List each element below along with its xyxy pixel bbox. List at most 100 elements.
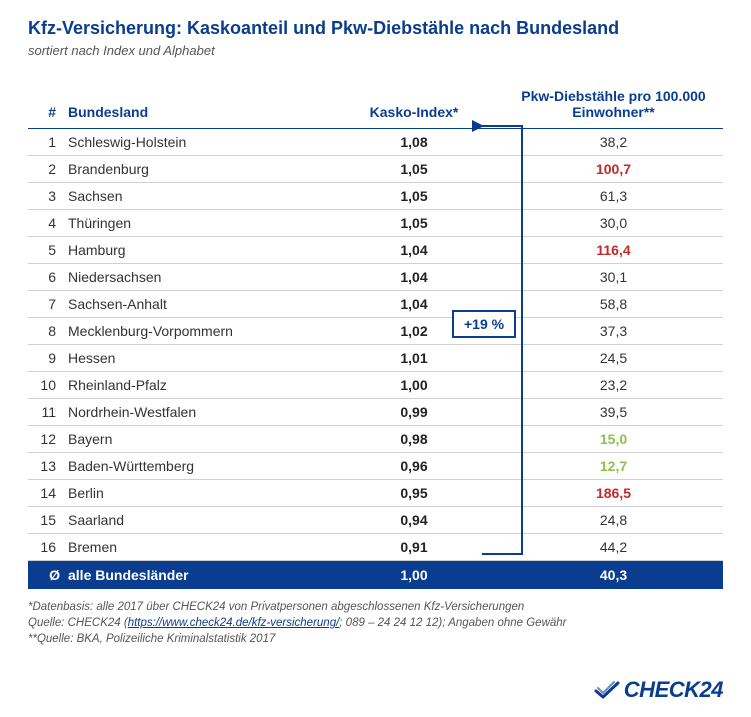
cell-theft: 12,7 — [504, 453, 723, 480]
cell-rank: 14 — [28, 480, 64, 507]
brand-logo-text: CHECK24 — [624, 677, 723, 703]
cell-state: Hessen — [64, 345, 324, 372]
cell-kasko: 1,05 — [324, 156, 504, 183]
cell-state: Sachsen — [64, 183, 324, 210]
cell-state: Nordrhein-Westfalen — [64, 399, 324, 426]
cell-rank: 16 — [28, 534, 64, 561]
cell-theft: 37,3 — [504, 318, 723, 345]
footnotes: *Datenbasis: alle 2017 über CHECK24 von … — [28, 599, 723, 647]
cell-kasko: 0,99 — [324, 399, 504, 426]
check-icon — [594, 680, 620, 700]
cell-state: Baden-Württemberg — [64, 453, 324, 480]
cell-theft: 58,8 — [504, 291, 723, 318]
table-row: 15Saarland0,9424,8 — [28, 507, 723, 534]
brand-logo: CHECK24 — [594, 677, 723, 703]
summary-row: Øalle Bundesländer1,0040,3 — [28, 561, 723, 590]
cell-rank: 5 — [28, 237, 64, 264]
table-row: 3Sachsen1,0561,3 — [28, 183, 723, 210]
cell-state: Mecklenburg-Vorpommern — [64, 318, 324, 345]
cell-theft: 186,5 — [504, 480, 723, 507]
cell-kasko: 1,00 — [324, 372, 504, 399]
cell-rank: 12 — [28, 426, 64, 453]
page-title: Kfz-Versicherung: Kaskoanteil und Pkw-Di… — [28, 18, 723, 39]
table-row: 4Thüringen1,0530,0 — [28, 210, 723, 237]
cell-state: Bremen — [64, 534, 324, 561]
table-row: 11Nordrhein-Westfalen0,9939,5 — [28, 399, 723, 426]
cell-rank: 9 — [28, 345, 64, 372]
footnote-line1: *Datenbasis: alle 2017 über CHECK24 von … — [28, 599, 723, 615]
cell-theft: 23,2 — [504, 372, 723, 399]
cell-state: Niedersachsen — [64, 264, 324, 291]
cell-theft: 24,8 — [504, 507, 723, 534]
table-row: 8Mecklenburg-Vorpommern1,0237,3 — [28, 318, 723, 345]
cell-state: Berlin — [64, 480, 324, 507]
table-row: 5Hamburg1,04116,4 — [28, 237, 723, 264]
table-row: 1Schleswig-Holstein1,0838,2 — [28, 129, 723, 156]
table-row: 7Sachsen-Anhalt1,0458,8 — [28, 291, 723, 318]
data-table: # Bundesland Kasko-Index* Pkw-Diebstähle… — [28, 82, 723, 589]
cell-theft: 39,5 — [504, 399, 723, 426]
cell-state: Rheinland-Pfalz — [64, 372, 324, 399]
cell-rank: 4 — [28, 210, 64, 237]
cell-rank: 10 — [28, 372, 64, 399]
table-row: 6Niedersachsen1,0430,1 — [28, 264, 723, 291]
cell-kasko: 0,98 — [324, 426, 504, 453]
cell-state: Saarland — [64, 507, 324, 534]
cell-kasko: 1,04 — [324, 237, 504, 264]
cell-theft: 44,2 — [504, 534, 723, 561]
cell-theft: 15,0 — [504, 426, 723, 453]
cell-kasko: 0,91 — [324, 534, 504, 561]
col-theft: Pkw-Diebstähle pro 100.000 Einwohner** — [504, 82, 723, 129]
cell-theft: 30,1 — [504, 264, 723, 291]
summary-rank: Ø — [28, 561, 64, 590]
cell-kasko: 1,05 — [324, 210, 504, 237]
footnote-line2-post: ; 089 – 24 24 12 12); Angaben ohne Gewäh… — [339, 617, 566, 629]
footnote-line3: **Quelle: BKA, Polizeiliche Kriminalstat… — [28, 631, 723, 647]
summary-theft: 40,3 — [504, 561, 723, 590]
summary-kasko: 1,00 — [324, 561, 504, 590]
cell-kasko: 1,01 — [324, 345, 504, 372]
cell-kasko: 1,08 — [324, 129, 504, 156]
cell-theft: 100,7 — [504, 156, 723, 183]
col-rank: # — [28, 82, 64, 129]
table-body: 1Schleswig-Holstein1,0838,22Brandenburg1… — [28, 129, 723, 590]
cell-theft: 61,3 — [504, 183, 723, 210]
cell-rank: 1 — [28, 129, 64, 156]
source-link[interactable]: https://www.check24.de/kfz-versicherung/ — [128, 617, 340, 629]
cell-kasko: 0,94 — [324, 507, 504, 534]
cell-theft: 24,5 — [504, 345, 723, 372]
cell-state: Brandenburg — [64, 156, 324, 183]
cell-theft: 38,2 — [504, 129, 723, 156]
cell-rank: 3 — [28, 183, 64, 210]
cell-rank: 15 — [28, 507, 64, 534]
annotation-label: +19 % — [452, 310, 516, 338]
page-subtitle: sortiert nach Index und Alphabet — [28, 43, 723, 58]
table-row: 16Bremen0,9144,2 — [28, 534, 723, 561]
cell-rank: 7 — [28, 291, 64, 318]
table-row: 14Berlin0,95186,5 — [28, 480, 723, 507]
footnote-line2-pre: Quelle: CHECK24 ( — [28, 617, 128, 629]
cell-kasko: 0,95 — [324, 480, 504, 507]
cell-theft: 30,0 — [504, 210, 723, 237]
cell-theft: 116,4 — [504, 237, 723, 264]
cell-kasko: 1,04 — [324, 264, 504, 291]
cell-kasko: 0,96 — [324, 453, 504, 480]
cell-kasko: 1,05 — [324, 183, 504, 210]
table-row: 13Baden-Württemberg0,9612,7 — [28, 453, 723, 480]
table-row: 2Brandenburg1,05100,7 — [28, 156, 723, 183]
cell-state: Sachsen-Anhalt — [64, 291, 324, 318]
cell-state: Thüringen — [64, 210, 324, 237]
cell-state: Hamburg — [64, 237, 324, 264]
cell-rank: 2 — [28, 156, 64, 183]
cell-state: Schleswig-Holstein — [64, 129, 324, 156]
col-state: Bundesland — [64, 82, 324, 129]
table-row: 9Hessen1,0124,5 — [28, 345, 723, 372]
col-kasko: Kasko-Index* — [324, 82, 504, 129]
table-header-row: # Bundesland Kasko-Index* Pkw-Diebstähle… — [28, 82, 723, 129]
cell-rank: 8 — [28, 318, 64, 345]
summary-state: alle Bundesländer — [64, 561, 324, 590]
table-row: 12Bayern0,9815,0 — [28, 426, 723, 453]
footnote-line2: Quelle: CHECK24 (https://www.check24.de/… — [28, 615, 723, 631]
cell-rank: 11 — [28, 399, 64, 426]
table-row: 10Rheinland-Pfalz1,0023,2 — [28, 372, 723, 399]
